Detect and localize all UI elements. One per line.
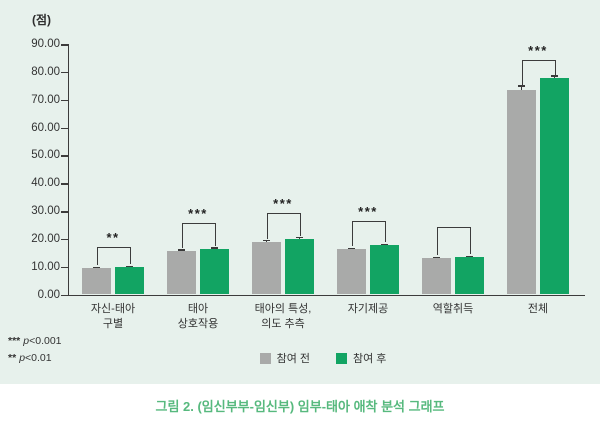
legend-label-pre: 참여 전 [276, 353, 310, 365]
significance-footnotes: *** p<0.001 ** p<0.01 [8, 333, 62, 367]
error-bar-stem [554, 75, 555, 78]
error-bar-cap [93, 266, 100, 269]
bar-pre [82, 268, 111, 295]
y-tick-mark [61, 183, 68, 185]
y-tick-label: 50.00 [31, 149, 60, 162]
significance-stars: *** [358, 203, 378, 219]
sig-bracket-left-leg [181, 222, 183, 248]
sig-bracket-left-leg [436, 227, 438, 256]
sig-bracket-right-leg [129, 247, 131, 265]
legend-item-post: 참여 후 [336, 350, 386, 366]
sig-bracket-top [96, 247, 131, 249]
footnote-pvalue-symbol: p [19, 352, 26, 364]
error-bar-cap [433, 256, 440, 259]
bar-pre [507, 89, 536, 295]
error-bar-cap [263, 240, 270, 242]
x-category-label: 자신-태아 구별 [90, 303, 136, 331]
x-category-label: 자기제공 [347, 303, 389, 315]
y-tick-mark [61, 99, 68, 102]
sig-bracket-top [436, 227, 471, 229]
error-bar-cap [178, 249, 185, 251]
chart-panel: (점) 0.00 10.00 20.00 30.00 40.00 50.00 60.00 70… [0, 0, 600, 384]
plot-area: 0.00 10.00 20.00 30.00 40.00 50.00 60.00 70.00 8… [31, 38, 585, 331]
y-tick-mark [61, 238, 68, 241]
y-tick-mark [61, 211, 68, 213]
chart-legend: 참여 전 참여 후 [23, 350, 600, 366]
footnote-stars: *** [8, 335, 21, 347]
error-bar-cap [348, 248, 355, 250]
sig-bracket-right-leg [384, 220, 386, 242]
y-tick-label: 20.00 [31, 232, 60, 245]
bar-pre [337, 249, 366, 295]
footnote-stars: ** [8, 352, 17, 364]
error-bar-cap [381, 243, 388, 245]
footnote-line-2: ** p<0.01 [8, 350, 62, 367]
bar-pre [422, 258, 451, 295]
footnote-threshold: <0.01 [25, 352, 52, 364]
bar-pre [167, 250, 196, 295]
x-category-label: 전체 [527, 303, 549, 315]
y-tick-mark [61, 44, 68, 46]
x-category-label: 역할취득 [432, 303, 474, 315]
footnote-line-1: *** p<0.001 [8, 333, 62, 350]
x-category-label: 태아의 특성, 의도 추측 [254, 303, 312, 331]
bar-pre [252, 241, 281, 295]
bar-post [200, 248, 229, 295]
error-bar-cap [126, 266, 133, 268]
bar-post [540, 77, 569, 295]
error-bar-cap [551, 75, 558, 77]
error-bar-stem [521, 85, 522, 90]
sig-bracket-left-leg [521, 59, 523, 87]
significance-stars: *** [528, 42, 548, 58]
sig-bracket-top [181, 222, 216, 224]
y-tick-mark [61, 155, 68, 157]
legend-item-pre: 참여 전 [259, 350, 310, 366]
figure-caption: 그림 2. (임신부부-임신부) 임부-태아 애착 분석 그래프 [155, 399, 445, 414]
y-tick-label: 10.00 [31, 260, 60, 273]
sig-bracket-right-leg [469, 227, 471, 255]
y-tick-label: 70.00 [31, 93, 60, 106]
y-tick-label: 30.00 [31, 205, 60, 217]
legend-swatch-pre [259, 352, 271, 364]
y-tick-label: 90.00 [31, 38, 60, 50]
sig-bracket-left-leg [351, 220, 353, 247]
error-bar-cap [211, 247, 218, 249]
sig-bracket-right-leg [214, 222, 216, 246]
bar-post [370, 244, 399, 295]
error-bar-cap [296, 237, 303, 239]
y-tick-label: 0.00 [37, 288, 60, 301]
y-tick-label: 60.00 [31, 121, 60, 134]
y-tick-mark [61, 71, 68, 74]
footnote-pvalue-symbol: p [23, 335, 30, 347]
y-tick-mark [61, 294, 68, 296]
significance-stars: *** [188, 205, 208, 221]
x-axis-line [67, 294, 585, 296]
legend-label-post: 참여 후 [353, 353, 387, 365]
significance-stars: ** [106, 230, 120, 246]
y-tick-mark [61, 266, 68, 269]
legend-swatch-post [336, 352, 347, 364]
sig-bracket-right-leg [554, 59, 556, 75]
bar-post [115, 267, 144, 295]
y-tick-mark [61, 127, 68, 129]
sig-bracket-right-leg [299, 212, 301, 236]
sig-bracket-top [521, 59, 556, 62]
x-category-label: 태아 상호작용 [177, 303, 219, 331]
y-tick-label: 80.00 [31, 65, 60, 78]
bar-post [455, 257, 484, 295]
sig-bracket-left-leg [266, 212, 268, 239]
y-axis-unit-label: (점) [32, 13, 52, 27]
error-bar-cap [466, 255, 473, 257]
sig-bracket-top [266, 212, 301, 214]
sig-bracket-top [351, 220, 386, 222]
footnote-threshold: <0.001 [29, 335, 62, 347]
bar-post [285, 238, 314, 295]
y-tick-label: 40.00 [31, 177, 60, 190]
significance-stars: *** [273, 195, 293, 211]
sig-bracket-left-leg [96, 247, 98, 266]
y-axis-line [67, 44, 69, 296]
